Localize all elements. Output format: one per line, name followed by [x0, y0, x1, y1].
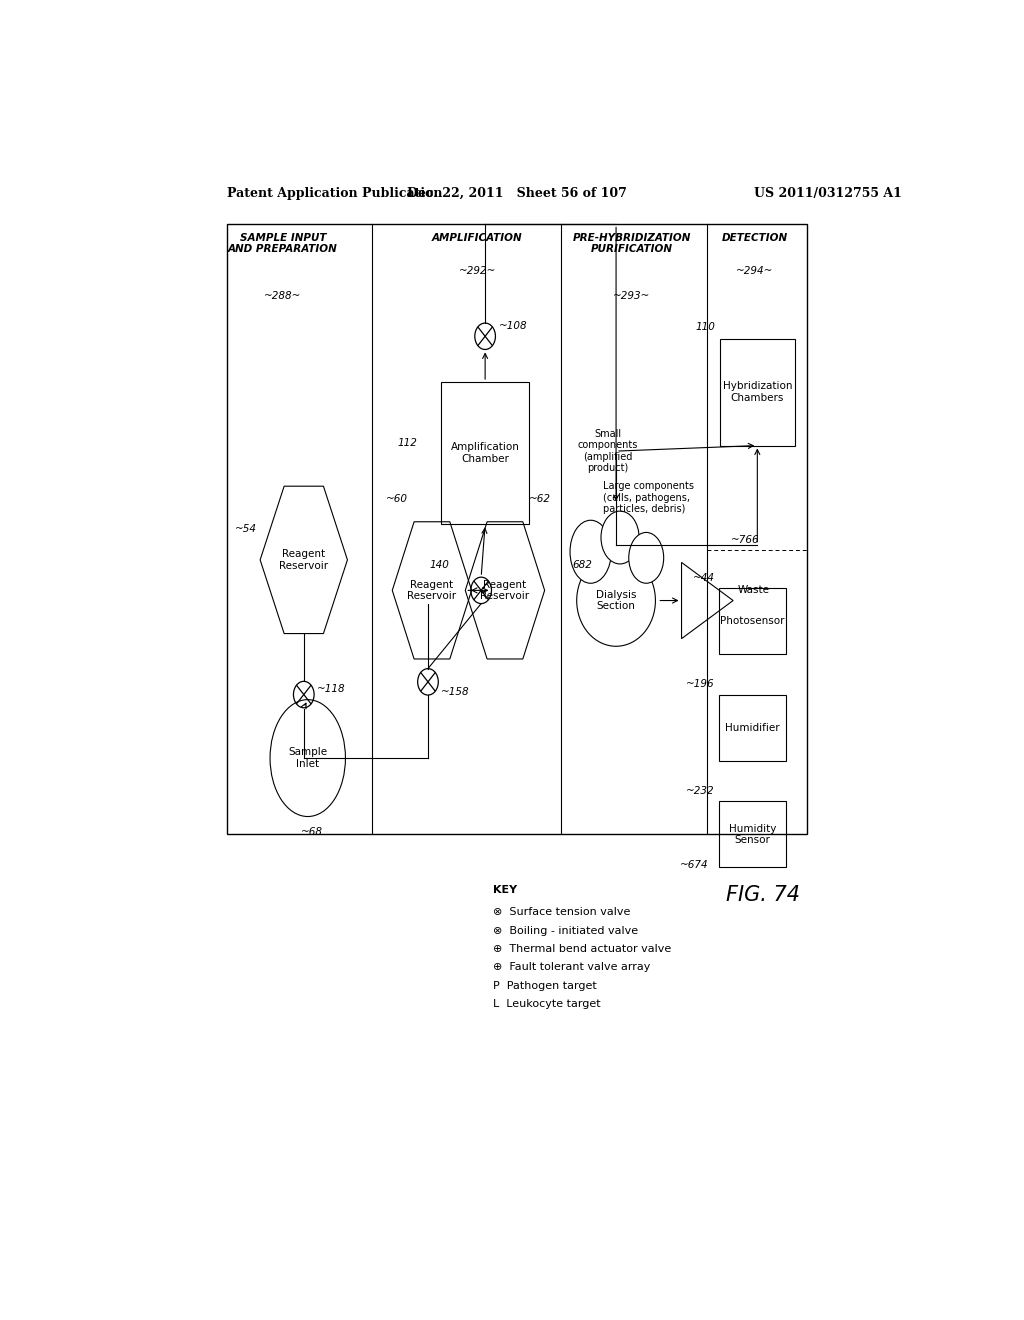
Text: Large components
(cells, pathogens,
particles, debris): Large components (cells, pathogens, part…: [602, 480, 693, 515]
Text: Amplification
Chamber: Amplification Chamber: [451, 442, 519, 463]
Text: US 2011/0312755 A1: US 2011/0312755 A1: [754, 187, 902, 199]
Ellipse shape: [570, 520, 611, 583]
Text: ~60: ~60: [386, 494, 409, 504]
Text: ~232: ~232: [686, 787, 715, 796]
Text: 112: 112: [397, 438, 418, 447]
Text: ~766: ~766: [731, 535, 760, 545]
Text: Reagent
Reservoir: Reagent Reservoir: [408, 579, 457, 601]
Text: SAMPLE INPUT
AND PREPARATION: SAMPLE INPUT AND PREPARATION: [228, 232, 338, 255]
Text: Humidity
Sensor: Humidity Sensor: [729, 824, 776, 845]
Text: ~68: ~68: [301, 826, 323, 837]
Text: ~44: ~44: [693, 573, 715, 582]
Text: AMPLIFICATION: AMPLIFICATION: [432, 232, 522, 243]
Text: Dec. 22, 2011   Sheet 56 of 107: Dec. 22, 2011 Sheet 56 of 107: [407, 187, 627, 199]
Text: ⊕  Thermal bend actuator valve: ⊕ Thermal bend actuator valve: [494, 944, 672, 954]
Text: ~196: ~196: [686, 680, 715, 689]
Text: ~293~: ~293~: [613, 290, 650, 301]
Text: Reagent
Reservoir: Reagent Reservoir: [280, 549, 329, 570]
Text: ~108: ~108: [499, 321, 527, 331]
Text: DETECTION: DETECTION: [722, 232, 788, 243]
Ellipse shape: [577, 554, 655, 647]
Text: ~674: ~674: [680, 859, 709, 870]
Text: Reagent
Reservoir: Reagent Reservoir: [480, 579, 529, 601]
Text: PRE-HYBRIDIZATION
PURIFICATION: PRE-HYBRIDIZATION PURIFICATION: [572, 232, 691, 255]
Text: ~158: ~158: [440, 686, 469, 697]
Text: ~54: ~54: [236, 524, 257, 535]
Text: Patent Application Publication: Patent Application Publication: [227, 187, 442, 199]
Text: L  Leukocyte target: L Leukocyte target: [494, 999, 601, 1008]
Text: Sample
Inlet: Sample Inlet: [288, 747, 328, 768]
Text: Dialysis
Section: Dialysis Section: [596, 590, 636, 611]
Text: 140: 140: [429, 560, 450, 570]
Text: Small
components
(amplified
product): Small components (amplified product): [578, 429, 638, 474]
Text: Humidifier: Humidifier: [725, 722, 780, 733]
Text: ⊗  Surface tension valve: ⊗ Surface tension valve: [494, 907, 631, 917]
Text: Hybridization
Chambers: Hybridization Chambers: [723, 381, 793, 403]
Text: ~292~: ~292~: [459, 267, 496, 276]
Ellipse shape: [601, 511, 639, 564]
Text: P  Pathogen target: P Pathogen target: [494, 981, 597, 991]
Text: ~294~: ~294~: [736, 267, 773, 276]
Text: ⊕  Fault tolerant valve array: ⊕ Fault tolerant valve array: [494, 962, 650, 973]
Text: FIG. 74: FIG. 74: [726, 886, 800, 906]
Text: 682: 682: [572, 560, 592, 570]
Text: ⊗  Boiling - initiated valve: ⊗ Boiling - initiated valve: [494, 925, 638, 936]
Text: ~288~: ~288~: [264, 290, 301, 301]
Text: Waste: Waste: [737, 585, 769, 595]
Text: ~118: ~118: [316, 685, 345, 694]
Text: ~62: ~62: [528, 494, 551, 504]
Text: Photosensor: Photosensor: [720, 616, 784, 626]
Text: 110: 110: [695, 322, 716, 331]
Ellipse shape: [629, 532, 664, 583]
Text: KEY: KEY: [494, 886, 517, 895]
